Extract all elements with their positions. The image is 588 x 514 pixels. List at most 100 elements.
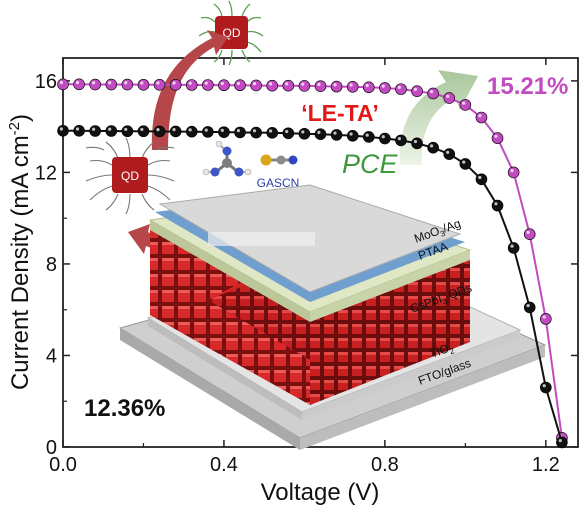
series-point-highlight [317,130,321,134]
series-point [443,148,456,160]
y-tick-label: 0 [46,437,57,459]
series-point-highlight [59,80,64,85]
x-tick-label: 0.4 [210,454,238,476]
x-tick-label: 1.2 [532,454,560,476]
series-point [475,173,488,186]
series-point-highlight [75,80,80,85]
qd-top-label: QD [223,26,241,40]
series-point-highlight [220,128,224,132]
series-point-highlight [494,134,498,138]
series-point-highlight [462,101,466,105]
series-point [57,78,69,91]
moo3-sub: 3 [439,229,447,239]
pce-le-ta-value: 15.21% [487,73,568,100]
series-point [137,125,150,138]
series-point-highlight [365,133,369,137]
y-axis-label: Current Density (mA cm-2) [6,114,34,390]
series-point [89,78,101,91]
series-point [266,127,279,139]
series-point [523,228,536,240]
series-point-highlight [204,128,208,132]
series-point-highlight [462,160,466,164]
qd-attach-arrow [128,224,192,288]
series-point-highlight [397,136,401,141]
series-point-highlight [381,135,385,139]
y-axis-label-sup: -2 [6,122,23,135]
series-point [395,83,407,95]
series-group [57,124,568,449]
series-point [459,158,472,170]
series-point-highlight [220,81,224,86]
series-point [362,131,375,143]
y-tick-label: 4 [46,345,57,367]
series-point-highlight [478,175,482,180]
series-point-highlight [526,230,530,234]
series-point-highlight [510,244,514,248]
series-point [540,313,552,325]
series-point-highlight [510,169,514,173]
gascn-molecule-icon [202,140,298,177]
series-point [330,80,343,93]
qd-top-icon: QD [198,0,264,66]
x-tick-label: 0.0 [49,454,77,476]
series-point-highlight [252,129,257,133]
device-schematic [118,184,547,450]
series-point-highlight [156,81,160,85]
series-point-highlight [59,127,64,131]
le-ta-label: ‘LE-TA’ [301,100,379,126]
series-point [379,82,391,94]
series-point [556,436,568,449]
series-point [234,79,246,92]
series-point-highlight [140,81,144,85]
series-point [89,125,101,137]
qd-left-label: QD [121,169,139,183]
plot-frame [62,57,579,448]
series-point [491,199,504,212]
y-axis-label-close: ) [7,114,34,122]
pce-label: PCE [342,149,399,179]
series-point [169,125,182,138]
series-point-highlight [429,144,434,148]
series-point-highlight [204,81,208,85]
series-point-highlight [188,128,192,132]
qd-release-arrow [151,30,228,150]
series-point [540,381,552,394]
series-point [314,128,327,140]
series-point-highlight [285,82,289,86]
series-point [105,78,118,91]
y-tick-label: 8 [46,254,57,276]
series-point [330,129,343,141]
series-point [185,79,198,91]
series-point-highlight [269,82,273,86]
tio2-sub: 2 [448,346,456,356]
series-point [411,137,423,150]
series-point-highlight [494,202,498,206]
tio2-label: TiO2 [428,339,456,362]
series-point-highlight [301,82,305,86]
series-point-highlight [365,83,369,88]
series-point [202,126,214,138]
series-point [185,125,198,138]
series-point [234,126,246,139]
series-point-highlight [542,315,546,319]
series-point-highlight [381,84,385,88]
series-point [250,79,262,92]
series-point [250,126,262,139]
series-point-highlight [349,83,353,87]
series-point [491,132,504,144]
pce-control-value: 12.36% [84,395,165,422]
series-point [73,124,85,137]
series-point [298,80,311,92]
series-point-highlight [558,439,562,443]
series-point-highlight [446,150,450,154]
series-point [57,124,69,137]
y-axis-label-main: Current Density (mA cm [7,135,34,390]
y-tick-label: 12 [35,162,57,184]
series-point-highlight [124,81,128,85]
series-point [202,79,214,91]
series-point [137,78,150,91]
series-point-highlight [317,82,321,86]
series-point [218,79,230,92]
